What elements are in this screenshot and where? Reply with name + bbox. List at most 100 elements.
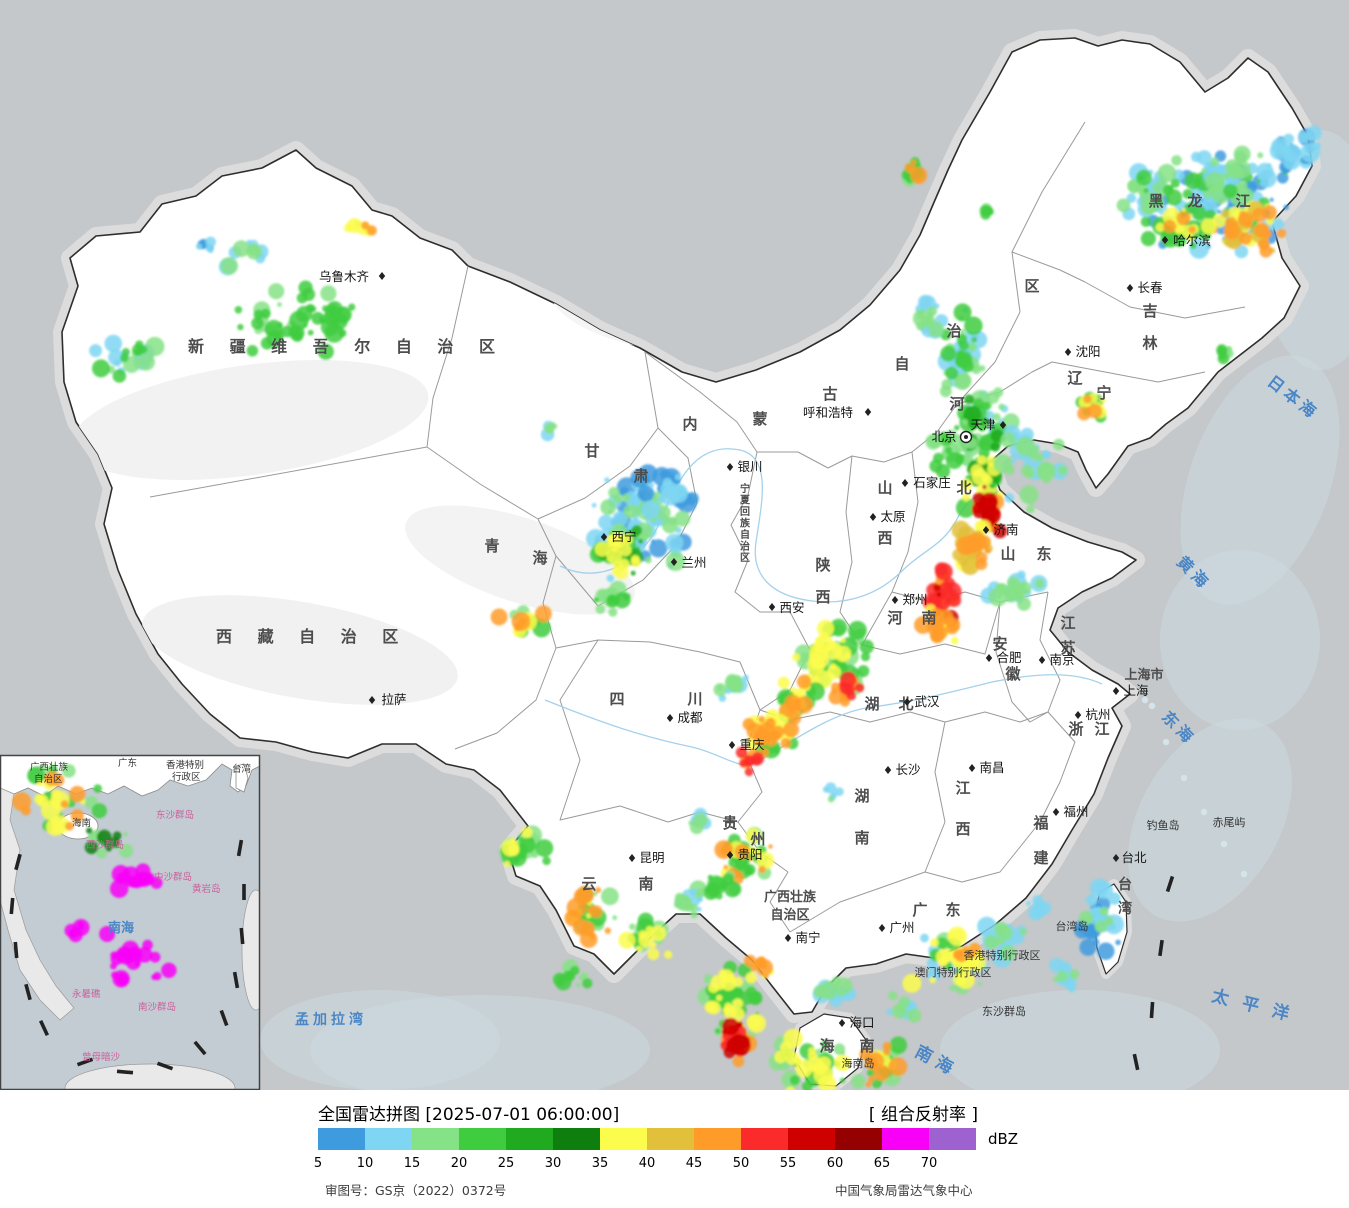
inset-label: 永暑礁 [72,988,101,1000]
legend-tick: 60 [826,1156,844,1171]
radar-echo [126,954,134,963]
radar-echo [1237,168,1243,175]
radar-echo [232,240,250,258]
city-marker [368,696,376,704]
radar-echo [366,225,377,236]
province-label: 安 [992,635,1007,653]
radar-echo [745,972,757,984]
province-border [644,351,790,613]
radar-echo [638,932,654,948]
radar-echo [1239,232,1252,245]
radar-echo [1015,436,1036,457]
radar-echo [938,956,948,967]
legend-ticks: 5 10 15 20 25 30 35 40 45 50 55 60 65 70 [314,1156,1018,1174]
radar-echo [865,1081,872,1088]
dash-mark [1158,939,1164,957]
province-label: 宁夏回族自治区 [739,482,751,564]
city-marker [1126,284,1134,292]
radar-echo [975,558,988,571]
radar-echo [277,302,282,307]
radar-echo [606,547,623,564]
province-border [944,711,1049,723]
radar-echo [1004,493,1015,503]
radar-echo [747,1014,767,1033]
radar-echo [618,931,636,949]
radar-echo [1196,150,1212,166]
radar-echo [151,974,158,980]
province-label: 福 [1032,814,1048,832]
dash-mark [232,971,240,989]
city-marker [1064,348,1072,356]
radar-echo [1077,406,1091,421]
radar-echo [260,308,271,319]
city-label: 福州 [1063,804,1088,819]
radar-echo [619,544,632,557]
legend-segment-45 [694,1128,741,1150]
dash-mark [13,941,19,959]
radar-echo [928,321,944,338]
radar-echo [1085,894,1098,906]
radar-echo [1099,906,1109,916]
inset-west-land [1,788,75,1021]
inset-taiwan [235,763,249,793]
sea-label: 孟加拉湾 [295,1011,367,1028]
province-border [861,451,919,646]
city-marker [884,766,892,774]
province-label: 蒙 [752,410,767,428]
radar-echo [587,905,596,914]
radar-echo [353,219,359,226]
dash-mark [24,983,32,1001]
radar-echo [1170,178,1180,188]
inset-label: 广西壮族 [30,761,69,773]
city-marker [901,479,909,487]
radar-echo [960,478,973,491]
radar-echo [888,991,898,1001]
radar-echo [991,487,997,494]
radar-echo [764,974,769,979]
radar-echo [969,955,981,968]
radar-echo [772,745,781,754]
radar-echo [929,976,936,984]
radar-echo [981,472,991,483]
radar-echo [1205,172,1225,192]
radar-echo [532,618,551,638]
radar-echo [268,283,285,300]
city-label: 贵阳 [737,847,762,862]
radar-echo [136,947,153,963]
radar-echo [828,690,843,705]
radar-echo [660,486,680,506]
radar-echo [622,592,631,601]
city-label: 呼和浩特 [803,405,853,420]
radar-echo [1019,928,1027,936]
radar-echo [1104,916,1114,926]
radar-echo [246,243,262,260]
radar-echo [992,413,1001,422]
radar-echo [1283,204,1289,210]
province-label: 上海市 [1124,667,1163,683]
legend-segment-20 [459,1128,506,1150]
province-label: 陕 [815,556,830,574]
radar-echo [980,417,989,426]
info-panel: 全国雷达拼图 [2025-07-01 06:00:00] [ 组合反射率 ] d… [0,1090,1349,1208]
province-label: 广西壮族 [764,889,817,905]
radar-echo [96,847,107,859]
city-marker [1112,687,1120,695]
radar-echo [758,715,765,723]
sea-tint-patch [1180,355,1340,605]
radar-echo [971,336,978,343]
legend-segment-55 [788,1128,835,1150]
radar-echo [322,305,329,312]
legend-tick: 65 [873,1156,891,1171]
radar-echo [1083,394,1092,404]
province-label: 龙 [1186,192,1202,210]
inset-label: 行政区 [172,771,201,783]
legend-segment-60 [835,1128,882,1150]
radar-echo [935,562,953,581]
radar-echo [914,616,932,634]
radar-echo [1298,131,1310,143]
province-label: 西 [955,820,970,838]
city-label: 南京 [1049,652,1074,667]
province-label: 青 [484,537,499,555]
radar-echo [1306,125,1322,141]
